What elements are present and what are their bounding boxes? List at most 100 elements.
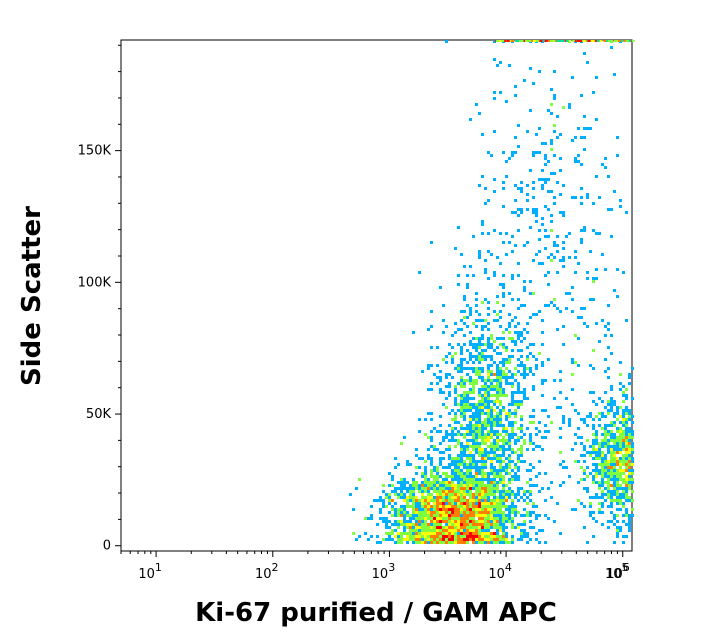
data-point xyxy=(409,499,412,502)
data-point xyxy=(427,493,430,496)
saturated-point xyxy=(607,40,611,42)
data-point xyxy=(490,538,493,541)
data-point xyxy=(505,232,508,235)
data-point xyxy=(487,445,490,448)
data-point xyxy=(514,415,517,418)
data-point xyxy=(463,451,466,454)
data-point xyxy=(448,493,451,496)
data-point xyxy=(487,424,490,427)
data-point xyxy=(580,202,583,205)
data-point xyxy=(520,373,523,376)
data-point xyxy=(526,199,529,202)
data-point xyxy=(559,133,562,136)
data-point xyxy=(523,286,526,289)
data-point xyxy=(481,319,484,322)
data-point xyxy=(601,460,604,463)
data-point xyxy=(457,364,460,367)
data-point xyxy=(475,424,478,427)
data-point xyxy=(445,541,448,544)
data-point xyxy=(592,202,595,205)
data-point xyxy=(466,523,469,526)
data-point xyxy=(466,472,469,475)
data-point xyxy=(403,514,406,517)
data-point xyxy=(451,334,454,337)
data-point xyxy=(511,469,514,472)
data-point xyxy=(424,466,427,469)
data-point xyxy=(493,430,496,433)
data-point xyxy=(427,535,430,538)
data-point xyxy=(613,73,616,76)
y-tick-label: 100K xyxy=(78,275,112,290)
data-point xyxy=(517,538,520,541)
data-point xyxy=(553,244,556,247)
data-point xyxy=(493,478,496,481)
data-point xyxy=(484,520,487,523)
data-point xyxy=(493,520,496,523)
data-point xyxy=(481,403,484,406)
data-point xyxy=(481,457,484,460)
data-point xyxy=(433,499,436,502)
data-point xyxy=(430,538,433,541)
data-point xyxy=(628,478,631,481)
data-point xyxy=(487,472,490,475)
data-point xyxy=(529,433,532,436)
data-point xyxy=(490,487,493,490)
data-point xyxy=(358,478,361,481)
data-point xyxy=(553,304,556,307)
data-point xyxy=(469,445,472,448)
data-point xyxy=(589,454,592,457)
data-point xyxy=(448,352,451,355)
data-point xyxy=(454,493,457,496)
data-point xyxy=(466,478,469,481)
data-point xyxy=(484,406,487,409)
data-point xyxy=(475,478,478,481)
data-point xyxy=(475,532,478,535)
data-point xyxy=(484,355,487,358)
data-point xyxy=(436,535,439,538)
data-point xyxy=(412,499,415,502)
data-point xyxy=(589,445,592,448)
data-point xyxy=(433,496,436,499)
data-point xyxy=(409,490,412,493)
data-point xyxy=(511,385,514,388)
data-point xyxy=(628,526,631,529)
data-point xyxy=(604,157,607,160)
data-point xyxy=(472,499,475,502)
data-point xyxy=(616,472,619,475)
data-point xyxy=(592,517,595,520)
data-point xyxy=(502,241,505,244)
data-point xyxy=(490,466,493,469)
data-point xyxy=(433,508,436,511)
data-point xyxy=(499,316,502,319)
data-point xyxy=(460,481,463,484)
data-point xyxy=(622,520,625,523)
data-point xyxy=(631,499,634,502)
data-point xyxy=(517,322,520,325)
data-point xyxy=(493,409,496,412)
data-point xyxy=(496,475,499,478)
data-point xyxy=(598,484,601,487)
data-point xyxy=(493,457,496,460)
data-point xyxy=(478,184,481,187)
data-point xyxy=(457,442,460,445)
data-point xyxy=(487,415,490,418)
data-point xyxy=(406,535,409,538)
data-point xyxy=(583,454,586,457)
data-point xyxy=(553,196,556,199)
data-point xyxy=(469,367,472,370)
data-point xyxy=(448,490,451,493)
data-point xyxy=(430,535,433,538)
data-point xyxy=(370,514,373,517)
data-point xyxy=(490,460,493,463)
data-point xyxy=(472,397,475,400)
data-point xyxy=(526,184,529,187)
data-point xyxy=(472,388,475,391)
data-point xyxy=(550,421,553,424)
data-point xyxy=(460,490,463,493)
data-point xyxy=(475,418,478,421)
data-point xyxy=(547,517,550,520)
data-point xyxy=(532,211,535,214)
data-point xyxy=(511,517,514,520)
data-point xyxy=(463,412,466,415)
data-point xyxy=(427,508,430,511)
